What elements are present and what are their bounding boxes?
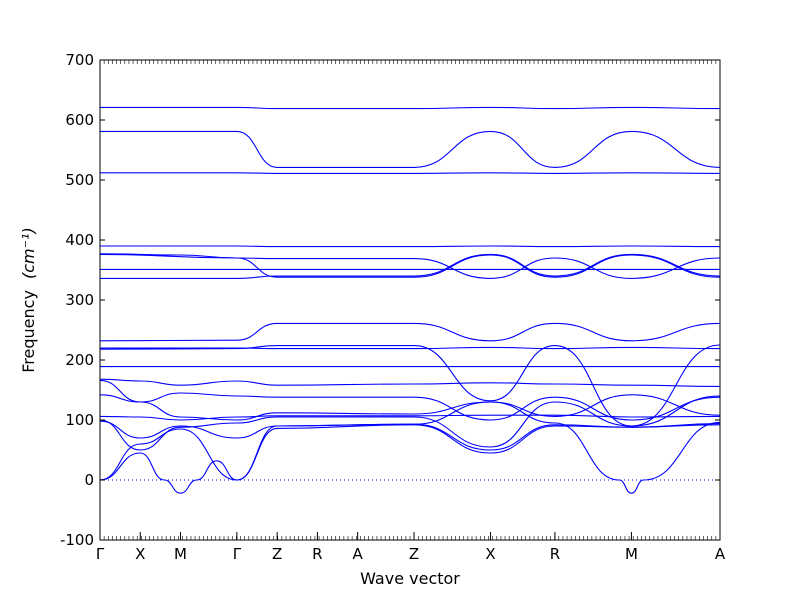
x-tick-label: Z bbox=[272, 545, 282, 563]
band-4 bbox=[99, 245, 721, 248]
y-axis-title-unit: (cm⁻¹) bbox=[19, 227, 38, 279]
x-axis-title: Wave vector bbox=[360, 569, 460, 588]
x-tick-label: Γ bbox=[96, 545, 105, 563]
y-tick-label: 600 bbox=[65, 111, 94, 129]
x-tick-label: Z bbox=[409, 545, 419, 563]
band-14 bbox=[99, 379, 721, 421]
band-9 bbox=[99, 322, 721, 342]
band-2 bbox=[99, 130, 721, 168]
y-axis-title: Frequency (cm⁻¹) bbox=[19, 227, 38, 372]
y-tick-label: 0 bbox=[84, 471, 94, 489]
y-tick-label: 300 bbox=[65, 291, 94, 309]
x-tick-label: Γ bbox=[233, 545, 242, 563]
plot-area bbox=[100, 60, 720, 540]
band-19 bbox=[99, 424, 721, 481]
y-tick-label: 500 bbox=[65, 171, 94, 189]
x-tick-label: X bbox=[135, 545, 145, 563]
x-tick-label: A bbox=[353, 545, 364, 563]
band-1 bbox=[99, 106, 721, 110]
band-20 bbox=[99, 401, 721, 494]
band-series-group bbox=[99, 106, 721, 494]
x-tick-label: A bbox=[715, 545, 726, 563]
x-tick-label: X bbox=[485, 545, 495, 563]
band-5 bbox=[99, 253, 721, 278]
y-tick-label: 100 bbox=[65, 411, 94, 429]
band-10 bbox=[100, 346, 721, 350]
band-16 bbox=[99, 414, 721, 421]
band-13 bbox=[99, 378, 721, 387]
band-15 bbox=[99, 394, 721, 421]
y-tick-label: 400 bbox=[65, 231, 94, 249]
x-tick-label: R bbox=[312, 545, 322, 563]
x-tick-label: M bbox=[625, 545, 638, 563]
y-tick-label: 700 bbox=[65, 51, 94, 69]
y-tick-label: 200 bbox=[65, 351, 94, 369]
y-axis-title-text: Frequency bbox=[19, 290, 38, 373]
x-tick-label: R bbox=[550, 545, 560, 563]
band-3 bbox=[99, 172, 721, 174]
plot-background bbox=[100, 60, 720, 540]
band-8 bbox=[100, 253, 721, 279]
axes-group: -100 0 100 200 300 400 500 600 700 Γ X M Γ Z R A Z X R M A bbox=[60, 51, 726, 563]
y-tick-label: -100 bbox=[60, 531, 94, 549]
x-tick-label: M bbox=[174, 545, 187, 563]
